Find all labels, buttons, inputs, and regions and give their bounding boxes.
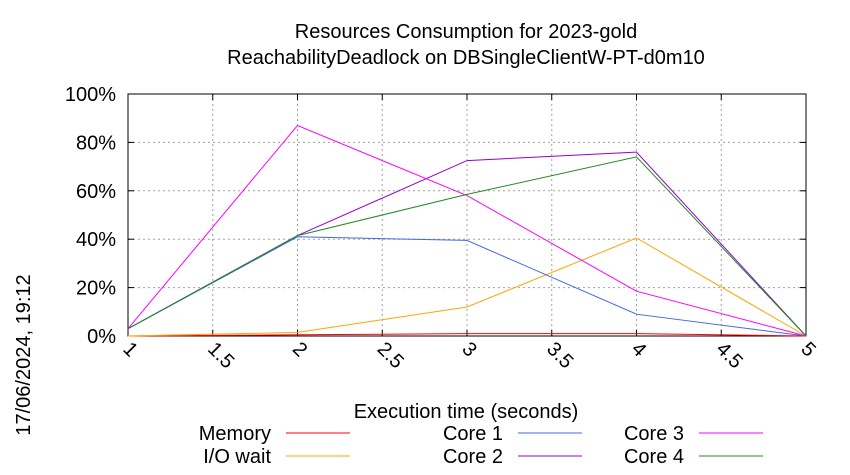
y-tick-label: 60% [76, 181, 116, 203]
series-line-core-3 [127, 124, 807, 337]
series-line-core-4 [127, 156, 807, 337]
x-tick-label: 4.5 [712, 338, 747, 373]
series-line-core-1 [127, 236, 807, 337]
x-tick-label: 1.5 [203, 338, 238, 373]
chart-title-line1: Resources Consumption for 2023-gold [295, 21, 637, 43]
x-tick-label: 3 [457, 338, 480, 361]
x-tick-label: 3.5 [542, 338, 577, 373]
y-tick-label: 20% [76, 278, 116, 300]
grid-layer [128, 94, 806, 336]
x-axis-label: Execution time (seconds) [354, 401, 579, 423]
legend-label-i-o-wait: I/O wait [203, 446, 271, 468]
x-tick-label: 2.5 [373, 338, 408, 373]
legend-label-memory: Memory [199, 423, 271, 445]
x-tick-label: 1 [118, 338, 141, 361]
legend-label-core-1: Core 1 [443, 423, 503, 445]
series-layer [127, 124, 807, 337]
series-line-i-o-wait [127, 237, 807, 337]
legend-label-core-2: Core 2 [443, 446, 503, 468]
y-tick-label: 0% [87, 326, 116, 348]
x-tick-label: 5 [796, 338, 819, 361]
y-tick-label: 80% [76, 132, 116, 154]
x-tick-label: 4 [627, 338, 650, 361]
legend-label-core-4: Core 4 [624, 446, 684, 468]
y-tick-label: 100% [65, 84, 116, 106]
series-line-memory [127, 333, 807, 337]
chart-title-line2: ReachabilityDeadlock on DBSingleClientW-… [227, 47, 705, 69]
y-tick-label: 40% [76, 229, 116, 251]
side-timestamp-label: 17/06/2024, 19:12 [13, 274, 35, 435]
legend-label-core-3: Core 3 [624, 423, 684, 445]
x-tick-label: 2 [288, 338, 311, 361]
